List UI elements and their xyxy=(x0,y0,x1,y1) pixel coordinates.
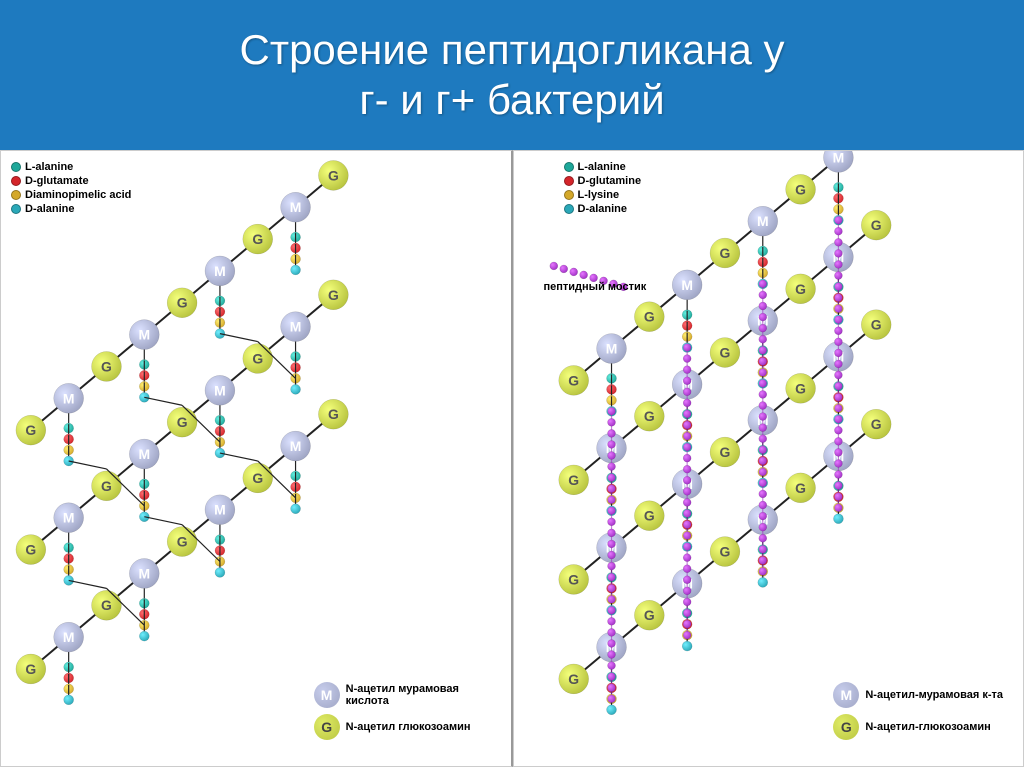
svg-text:G: G xyxy=(101,478,112,494)
legend-dot xyxy=(564,204,574,214)
legend-label: L-lysine xyxy=(578,189,620,201)
svg-text:M: M xyxy=(63,510,75,526)
svg-text:G: G xyxy=(328,406,339,422)
svg-text:G: G xyxy=(643,607,654,623)
legend-left: L-alanine D-glutamate Diaminopimelic acid D… xyxy=(11,161,131,217)
svg-text:G: G xyxy=(25,542,36,558)
svg-text:M: M xyxy=(681,277,693,293)
svg-text:G: G xyxy=(101,358,112,374)
svg-text:M: M xyxy=(214,382,226,398)
legend-label: D-alanine xyxy=(578,203,628,215)
bottom-legend-item: M N-ацетил-мурамовая к-та xyxy=(833,682,1003,708)
svg-text:G: G xyxy=(870,317,881,333)
legend-label: D-glutamine xyxy=(578,175,642,187)
svg-text:G: G xyxy=(795,181,806,197)
bottom-legend-item: G N-ацетил-глюкозоамин xyxy=(833,714,1003,740)
svg-text:M: M xyxy=(138,565,150,581)
svg-text:G: G xyxy=(719,444,730,460)
diagram-right: GMGMGMGMGGMGMGMGMGGMGMGMGMGGMGMGMGMG xyxy=(514,151,1024,766)
legend-dot xyxy=(11,176,21,186)
legend-dot xyxy=(11,162,21,172)
legend-label: Diaminopimelic acid xyxy=(25,189,131,201)
slide-title: Строение пептидогликана уг- и г+ бактери… xyxy=(240,25,785,126)
svg-text:G: G xyxy=(252,231,263,247)
svg-text:M: M xyxy=(214,502,226,518)
bottom-legend-label: N-ацетил-мурамовая к-та xyxy=(865,689,1003,701)
svg-text:M: M xyxy=(290,319,302,335)
svg-text:G: G xyxy=(177,295,188,311)
svg-text:G: G xyxy=(643,508,654,524)
legend-label: D-glutamate xyxy=(25,175,89,187)
svg-text:G: G xyxy=(643,309,654,325)
legend-item: Diaminopimelic acid xyxy=(11,189,131,201)
svg-text:M: M xyxy=(138,446,150,462)
legend-item: D-alanine xyxy=(11,203,131,215)
legend-dot xyxy=(11,204,21,214)
svg-text:M: M xyxy=(63,629,75,645)
bottom-legend-item: G N-ацетил глюкозоамин xyxy=(314,714,471,740)
right-panel: L-alanineD-glutamineL-lysineD-alanine GM… xyxy=(513,150,1024,767)
legend-dot xyxy=(564,162,574,172)
svg-text:G: G xyxy=(25,422,36,438)
svg-text:G: G xyxy=(177,414,188,430)
legend-item: L-alanine xyxy=(564,161,642,173)
svg-text:G: G xyxy=(568,571,579,587)
legend-label: L-alanine xyxy=(578,161,626,173)
svg-text:G: G xyxy=(643,408,654,424)
legend-dot xyxy=(11,190,21,200)
svg-text:G: G xyxy=(177,534,188,550)
svg-text:G: G xyxy=(568,372,579,388)
bottom-legend-label: N-ацетил мурамоваякислота xyxy=(346,683,459,707)
svg-text:G: G xyxy=(795,380,806,396)
svg-text:M: M xyxy=(832,151,844,165)
bottom-legend-label: N-ацетил глюкозоамин xyxy=(346,721,471,733)
bridge-label: пептидный мостик xyxy=(544,281,647,293)
legend-item: L-alanine xyxy=(11,161,131,173)
bottom-legend-right: M N-ацетил-мурамовая к-та G N-ацетил-глюкоз… xyxy=(833,682,1003,746)
svg-text:G: G xyxy=(25,661,36,677)
svg-text:M: M xyxy=(138,327,150,343)
svg-text:M: M xyxy=(214,263,226,279)
content-area: L-alanine D-glutamate Diaminopimelic acid D… xyxy=(0,150,1024,767)
svg-text:M: M xyxy=(63,390,75,406)
diagram-left: GMGMGMGMGGMGMGMGMGGMGMGMGMG xyxy=(1,151,511,766)
bottom-legend-ball: G xyxy=(833,714,859,740)
legend-dot xyxy=(564,176,574,186)
svg-text:G: G xyxy=(101,597,112,613)
svg-text:M: M xyxy=(756,213,768,229)
legend-label: L-alanine xyxy=(25,161,73,173)
svg-text:G: G xyxy=(870,416,881,432)
svg-text:G: G xyxy=(568,671,579,687)
svg-text:G: G xyxy=(328,287,339,303)
svg-text:M: M xyxy=(290,199,302,215)
svg-text:G: G xyxy=(719,544,730,560)
svg-text:M: M xyxy=(605,341,617,357)
svg-text:G: G xyxy=(719,344,730,360)
legend-right: L-alanine D-glutamine L-lysine D-alanine xyxy=(564,161,642,217)
bottom-legend-left: MN-ацетил мурамоваякислотаGN-ацетил глюк… xyxy=(314,682,471,746)
legend-item: L-lysine xyxy=(564,189,642,201)
svg-text:G: G xyxy=(328,167,339,183)
svg-text:G: G xyxy=(795,281,806,297)
bottom-legend-ball: M xyxy=(833,682,859,708)
svg-text:G: G xyxy=(568,472,579,488)
svg-text:G: G xyxy=(252,470,263,486)
bottom-legend-label: N-ацетил-глюкозоамин xyxy=(865,721,990,733)
svg-text:G: G xyxy=(870,217,881,233)
svg-text:G: G xyxy=(719,245,730,261)
svg-text:G: G xyxy=(252,350,263,366)
svg-text:G: G xyxy=(795,480,806,496)
legend-dot xyxy=(564,190,574,200)
slide-header: Строение пептидогликана уг- и г+ бактери… xyxy=(0,0,1024,150)
bottom-legend-ball: M xyxy=(314,682,340,708)
legend-label: D-alanine xyxy=(25,203,75,215)
bottom-legend-item: MN-ацетил мурамоваякислота xyxy=(314,682,471,708)
legend-item: D-glutamate xyxy=(11,175,131,187)
left-panel: L-alanine D-glutamate Diaminopimelic acid D… xyxy=(0,150,513,767)
legend-item: D-alanine xyxy=(564,203,642,215)
svg-text:M: M xyxy=(290,438,302,454)
legend-item: D-glutamine xyxy=(564,175,642,187)
bottom-legend-ball: G xyxy=(314,714,340,740)
